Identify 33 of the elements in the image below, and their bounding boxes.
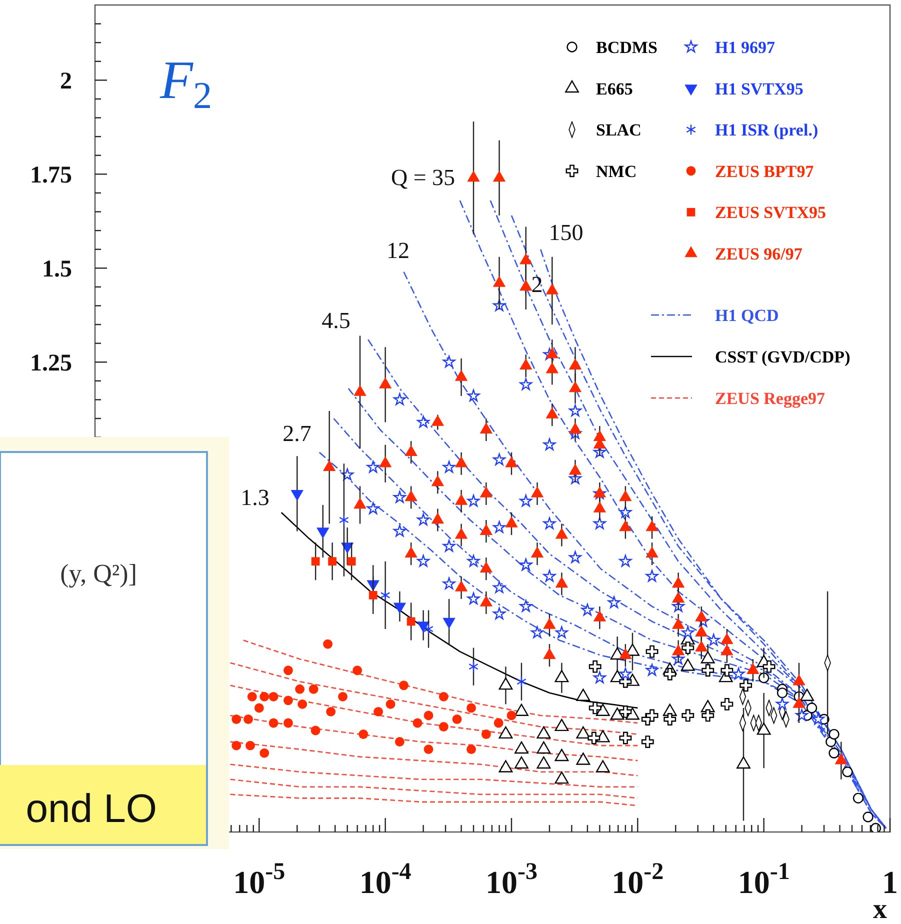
legend-label: E665 [596, 79, 633, 98]
legend-label: H1 9697 [715, 38, 776, 57]
legend-label: SLAC [596, 120, 642, 140]
legend-label: H1 SVTX95 [715, 79, 804, 98]
legend-label: ZEUS SVTX95 [715, 203, 826, 222]
x-tick-label: 10$^{-5}$ [233, 858, 286, 900]
annotation: 4.5 [322, 308, 350, 334]
legend-label: ZEUS Regge97 [715, 388, 826, 408]
legend-label: H1 QCD [715, 306, 779, 325]
x-tick-label: 10$^{-3}$ [485, 858, 538, 900]
y-tick-label: 1.25 [30, 350, 72, 377]
annotation: 12 [386, 238, 410, 264]
x-tick-label: 10$^{-4}$ [359, 858, 412, 900]
legend-label: H1 ISR (prel.) [715, 120, 818, 140]
legend-label: NMC [596, 162, 637, 181]
annotation: 2 [531, 272, 543, 298]
annotation: Q = 35 [390, 165, 456, 190]
y-tick-label: 1.5 [42, 256, 72, 283]
legend-label: CSST (GVD/CDP) [715, 347, 850, 366]
legend-label: BCDMS [596, 38, 658, 57]
annotation: 150 [548, 220, 584, 246]
annotation: 1.3 [240, 485, 270, 510]
annotation: ond LO [26, 787, 157, 831]
text: F$_{2}$ [159, 50, 212, 116]
x-tick-label: 10$^{-1}$ [738, 858, 790, 900]
annotation: (y, Q²)] [60, 559, 137, 588]
x-tick-label: 10$^{-2}$ [612, 858, 664, 900]
y-tick-label: 1.75 [30, 162, 72, 189]
legend-label: ZEUS BPT97 [715, 162, 814, 181]
annotation: 2.7 [282, 421, 312, 446]
slide-panel: (y, Q²)] ond LO [0, 437, 229, 849]
y-tick-label: 2 [60, 68, 72, 95]
legend-label: ZEUS 96/97 [715, 244, 803, 264]
